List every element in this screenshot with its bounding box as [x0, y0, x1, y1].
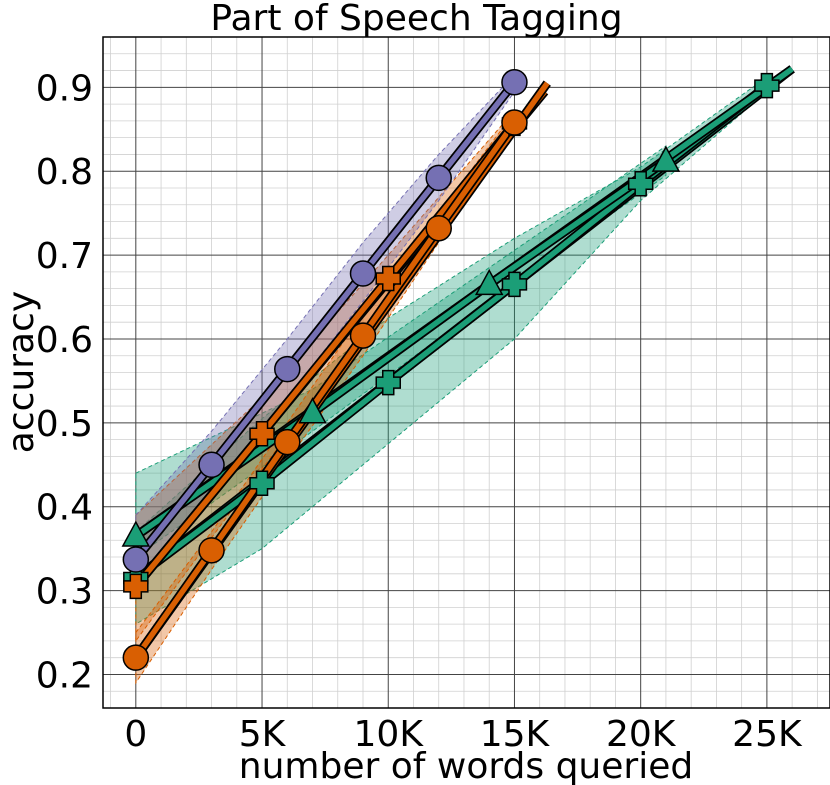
x-axis-label: number of words queried — [239, 746, 693, 785]
data-point — [198, 451, 225, 479]
y-tick-label: 0.8 — [36, 152, 93, 193]
data-point — [298, 397, 327, 424]
x-tick-label: 5K — [239, 714, 287, 755]
data-point — [651, 145, 681, 172]
series-lines — [132, 65, 795, 661]
data-point — [375, 369, 401, 396]
series-line — [133, 121, 517, 589]
y-tick-label: 0.9 — [36, 68, 93, 109]
data-point — [375, 265, 401, 292]
y-tick-label: 0.3 — [36, 572, 93, 613]
plot-frame — [102, 36, 830, 709]
data-point — [425, 164, 452, 192]
y-tick-label: 0.4 — [36, 488, 93, 529]
x-tick-label: 0 — [124, 714, 147, 755]
y-axis-label: accuracy — [1, 291, 42, 453]
series-line — [133, 80, 517, 562]
y-tick-label: 0.7 — [36, 236, 93, 277]
data-point — [274, 355, 301, 383]
x-tick-label: 15K — [480, 714, 551, 755]
data-point — [123, 573, 149, 600]
data-point — [249, 420, 275, 447]
series-line — [133, 120, 517, 660]
x-tick-label: 25K — [732, 714, 803, 755]
data-point — [274, 428, 301, 456]
y-tick-label: 0.5 — [36, 404, 93, 445]
x-tick-label: 10K — [354, 714, 425, 755]
data-point — [425, 214, 452, 242]
data-point — [474, 268, 504, 296]
y-tick-label: 0.2 — [36, 655, 93, 696]
x-tick-label: 20K — [606, 714, 677, 755]
axis-ticks: 0 5K 10K 15K 20K 25K 0.2 0.3 0.4 0.5 0.6 0.7 0.8 0.9 — [36, 68, 803, 755]
data-point — [122, 644, 150, 671]
data-point — [121, 520, 151, 547]
data-point — [627, 171, 654, 197]
data-point — [501, 271, 528, 298]
data-point — [122, 546, 150, 573]
data-point — [249, 470, 275, 496]
data-point — [754, 72, 780, 99]
data-point — [501, 69, 528, 96]
data-point — [349, 322, 377, 349]
chart-title: Part of Speech Tagging — [210, 0, 622, 39]
y-tick-label: 0.6 — [36, 320, 93, 361]
data-point — [349, 260, 377, 287]
data-point — [198, 537, 225, 564]
data-point — [501, 109, 528, 136]
series-markers — [121, 69, 780, 671]
